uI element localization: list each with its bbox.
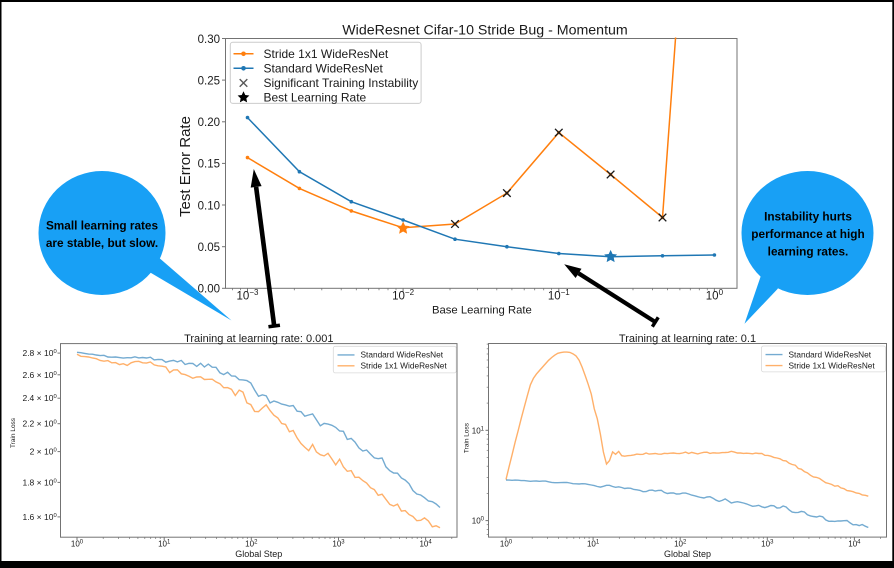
svg-text:100: 100 [472,517,485,526]
svg-text:104: 104 [848,540,861,549]
svg-text:103: 103 [761,540,774,549]
svg-text:10−2: 10−2 [392,288,414,303]
svg-text:0.30: 0.30 [198,34,220,46]
svg-text:Global Step: Global Step [235,549,282,559]
svg-text:WideResnet Cifar-10 Stride Bug: WideResnet Cifar-10 Stride Bug - Momentu… [342,23,627,39]
svg-text:10−1: 10−1 [548,288,570,303]
svg-text:102: 102 [245,540,258,549]
svg-text:0.05: 0.05 [198,242,220,254]
svg-text:Training at learning rate: 0.0: Training at learning rate: 0.001 [184,333,333,345]
svg-text:Instability hurts: Instability hurts [764,210,852,224]
svg-text:Significant Training Instabili: Significant Training Instability [264,76,419,90]
svg-text:Base Learning Rate: Base Learning Rate [432,305,532,317]
svg-text:0.10: 0.10 [198,200,220,212]
svg-text:Test Error Rate: Test Error Rate [177,116,194,217]
svg-text:2 × 100: 2 × 100 [30,447,57,457]
svg-text:100: 100 [500,540,513,549]
svg-text:103: 103 [332,540,345,549]
svg-text:101: 101 [587,540,600,549]
svg-text:Standard WideResNet: Standard WideResNet [264,61,384,75]
svg-text:Global Step: Global Step [664,549,711,559]
svg-text:Stride 1x1 WideResNet: Stride 1x1 WideResNet [789,360,876,370]
svg-text:100: 100 [71,540,84,549]
svg-text:101: 101 [158,540,171,549]
svg-text:performance at high: performance at high [751,227,864,241]
svg-text:Best Learning Rate: Best Learning Rate [264,90,367,104]
svg-text:0.25: 0.25 [198,75,220,87]
svg-text:Standard WideResNet: Standard WideResNet [361,350,444,360]
svg-text:Train Loss: Train Loss [464,422,471,453]
svg-text:2.8 × 100: 2.8 × 100 [22,348,56,358]
svg-text:Training at learning rate: 0.1: Training at learning rate: 0.1 [619,333,756,345]
svg-text:1.8 × 100: 1.8 × 100 [22,477,56,487]
svg-text:2.6 × 100: 2.6 × 100 [22,370,56,380]
svg-text:0.15: 0.15 [198,159,220,171]
svg-text:104: 104 [419,540,432,549]
svg-text:0.20: 0.20 [198,117,220,129]
svg-text:10−3: 10−3 [237,288,259,303]
svg-text:Stride 1x1 WideResNet: Stride 1x1 WideResNet [361,361,448,371]
svg-text:1.6 × 100: 1.6 × 100 [22,512,56,522]
svg-text:101: 101 [472,426,485,435]
svg-text:Small learning rates: Small learning rates [46,219,159,233]
svg-text:Standard WideResNet: Standard WideResNet [789,349,872,359]
svg-text:2.4 × 100: 2.4 × 100 [22,393,56,403]
svg-text:are stable, but slow.: are stable, but slow. [46,236,158,250]
svg-text:0.00: 0.00 [198,284,220,296]
svg-text:2.2 × 100: 2.2 × 100 [22,419,56,429]
svg-text:Train Loss: Train Loss [10,417,17,448]
svg-text:Stride 1x1 WideResNet: Stride 1x1 WideResNet [264,47,389,61]
svg-text:learning rates.: learning rates. [768,245,849,259]
svg-text:102: 102 [674,540,687,549]
svg-text:100: 100 [706,288,724,303]
